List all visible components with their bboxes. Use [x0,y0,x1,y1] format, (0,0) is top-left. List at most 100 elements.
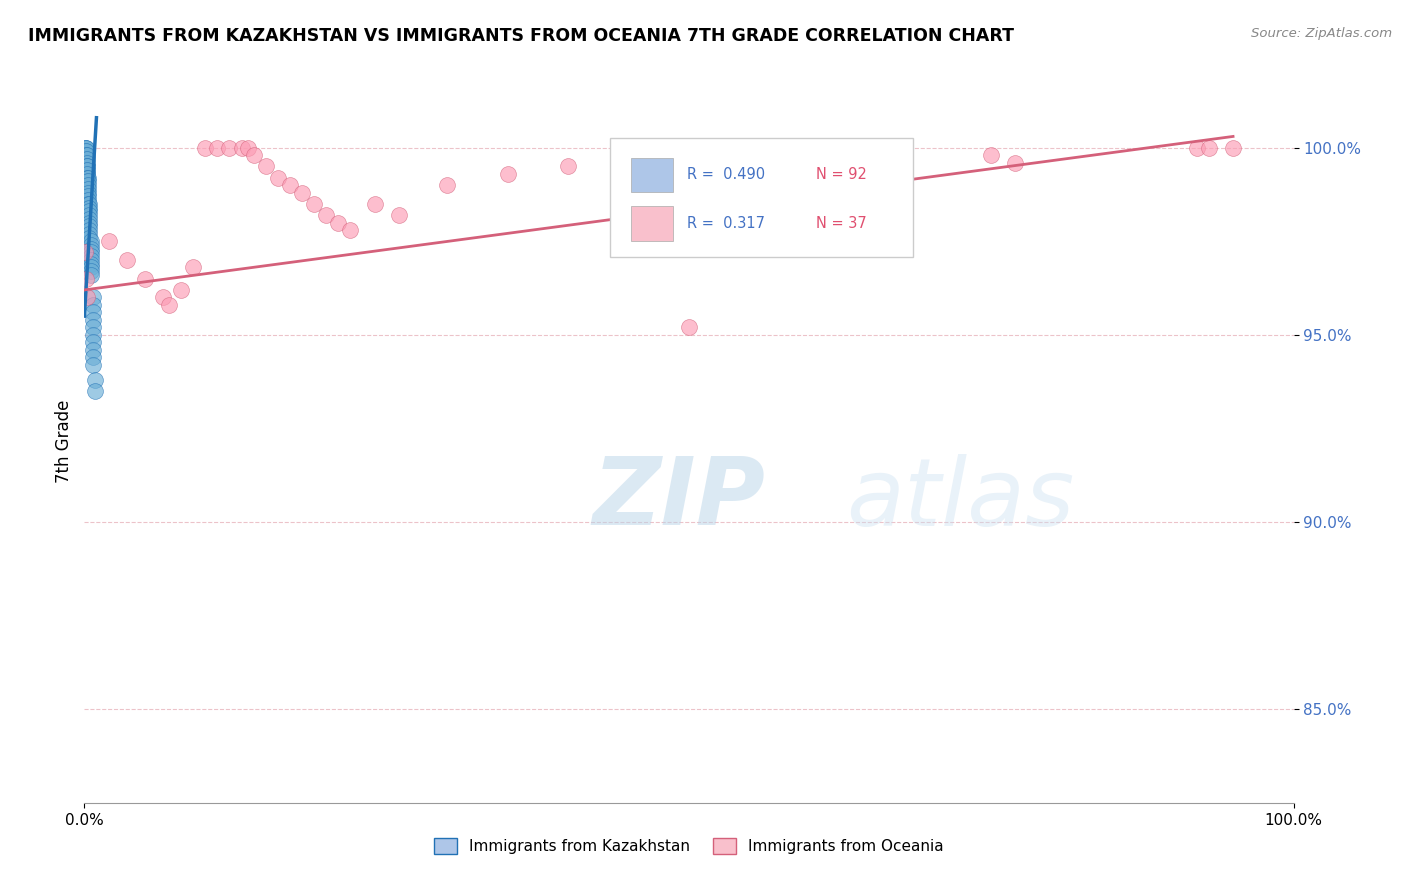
Point [75,155,97,169]
Point [76,186,98,200]
Point [80,252,103,267]
Point [1004,155,1026,169]
Point [157,298,180,312]
Point [82,305,104,319]
Point [73,167,96,181]
Point [77,204,100,219]
Point [82,313,104,327]
Point [76,178,98,193]
Point [302,196,325,211]
Point [76,148,98,162]
Point [76,170,98,185]
Point [152,290,174,304]
Text: Source: ZipAtlas.com: Source: ZipAtlas.com [1251,27,1392,40]
Point [73,160,96,174]
Point [77,201,100,215]
Point [76,193,98,207]
Point [76,167,98,181]
Point [75,170,97,185]
Point [77,230,100,244]
Point [1185,141,1208,155]
Point [73,155,96,169]
Point [291,186,314,200]
Point [75,174,97,188]
Text: R =  0.317: R = 0.317 [686,216,765,231]
Point [363,196,385,211]
Text: atlas: atlas [846,454,1074,545]
Point [77,196,100,211]
Text: N = 37: N = 37 [815,216,866,231]
Point [115,252,138,267]
Point [75,141,97,155]
Point [75,145,97,159]
Point [76,182,98,196]
Point [76,163,98,178]
Point [77,170,100,185]
Point [76,167,98,181]
Point [77,182,100,196]
Point [76,160,98,174]
Point [236,141,259,155]
Point [75,271,97,285]
Point [194,141,217,155]
Point [77,201,100,215]
Point [75,167,97,181]
Point [77,174,100,188]
Point [80,234,103,248]
Point [77,219,100,234]
Point [82,327,104,342]
Point [75,245,97,260]
Point [80,242,103,256]
Point [315,208,337,222]
Point [82,351,104,365]
Point [75,152,97,166]
Point [80,268,103,282]
Point [73,141,96,155]
Point [76,155,98,169]
Point [77,196,100,211]
Point [75,163,97,178]
Point [84,384,107,398]
Point [80,260,103,275]
Point [77,215,100,229]
Point [73,170,96,185]
Point [75,163,97,178]
Point [134,271,156,285]
Point [77,204,100,219]
Point [242,148,264,162]
Point [980,148,1002,162]
Point [76,174,98,188]
Point [80,249,103,263]
Point [76,174,98,188]
Point [82,343,104,357]
Point [82,298,104,312]
Point [617,155,640,169]
Point [75,160,97,174]
FancyBboxPatch shape [631,206,673,241]
Text: IMMIGRANTS FROM KAZAKHSTAN VS IMMIGRANTS FROM OCEANIA 7TH GRADE CORRELATION CHAR: IMMIGRANTS FROM KAZAKHSTAN VS IMMIGRANTS… [28,27,1014,45]
Point [75,148,97,162]
Point [231,141,253,155]
Point [1222,141,1244,155]
Point [82,320,104,334]
Point [77,189,100,203]
Point [76,182,98,196]
Point [496,167,519,181]
Point [678,320,700,334]
Point [75,141,97,155]
FancyBboxPatch shape [631,158,673,193]
Point [557,160,579,174]
Point [75,170,97,185]
Point [73,152,96,166]
Point [77,227,100,241]
Point [82,290,104,304]
Point [75,174,97,188]
Point [76,170,98,185]
Point [80,264,103,278]
Point [77,186,100,200]
Point [799,234,821,248]
Point [77,223,100,237]
Text: R =  0.490: R = 0.490 [686,168,765,183]
Point [1198,141,1220,155]
Point [75,145,97,159]
